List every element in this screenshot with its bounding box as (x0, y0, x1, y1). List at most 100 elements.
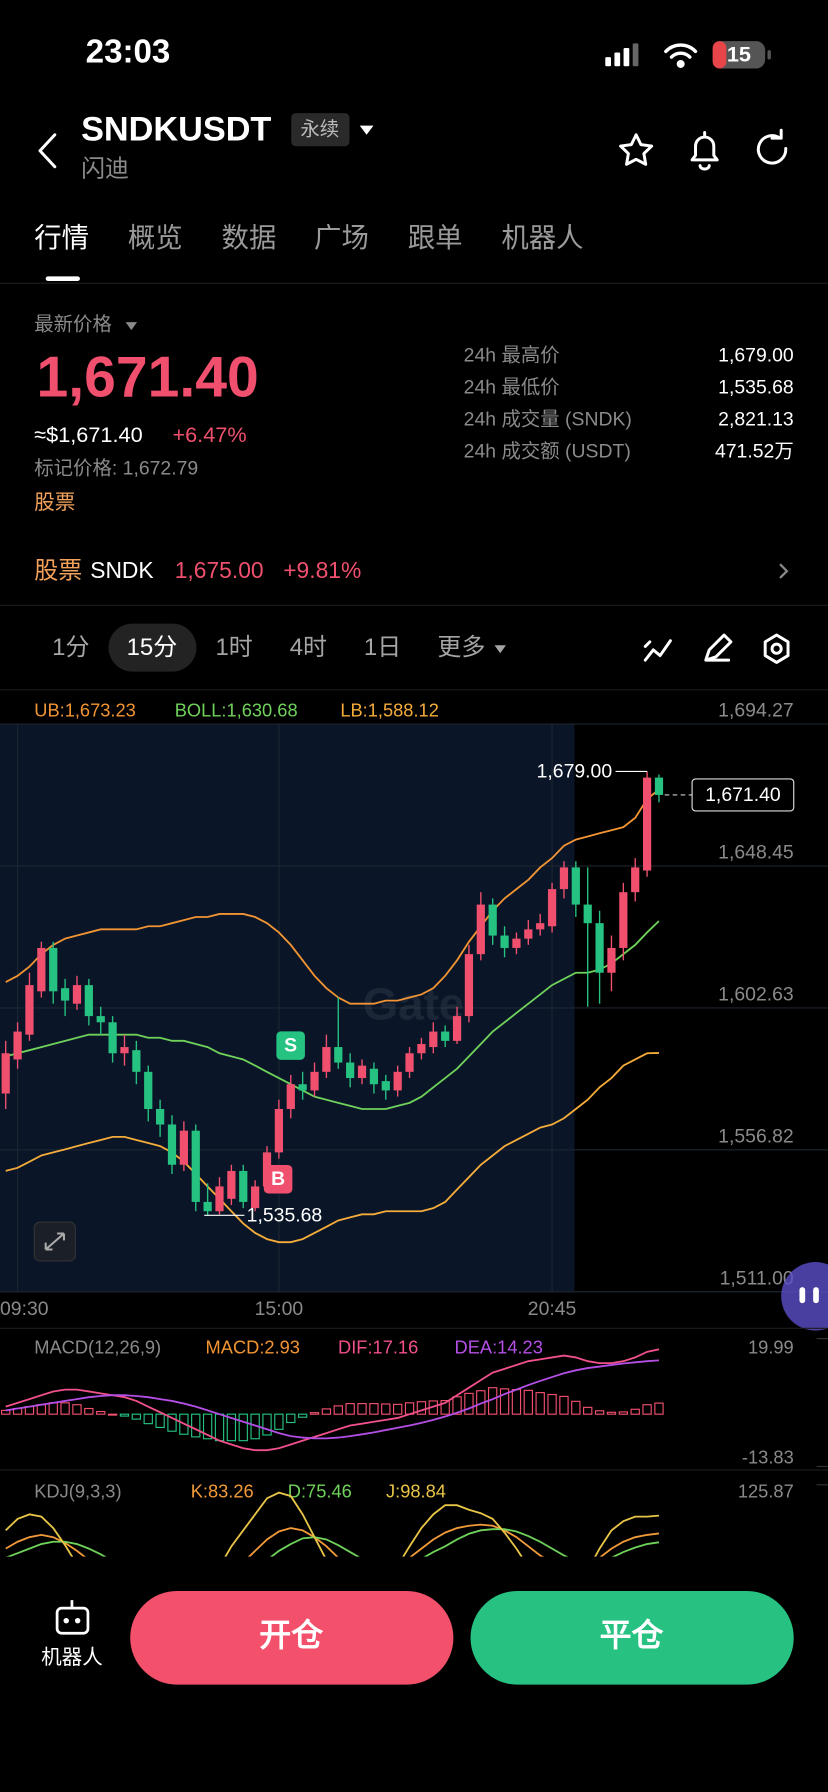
stat-label: 24h 最低价 (464, 376, 560, 398)
kdj-legend: J:98.84 (386, 1481, 446, 1502)
candle-body (500, 935, 509, 948)
macd-bar (226, 1413, 237, 1442)
robot-button[interactable]: 机器人 (41, 1600, 103, 1669)
open-button[interactable] (130, 1590, 454, 1685)
stock-change: +9.81% (283, 557, 361, 583)
macd-legend: DEA:14.23 (455, 1337, 543, 1358)
tab[interactable]: 跟单 (408, 222, 463, 253)
macd-bar (286, 1413, 296, 1424)
macd-bar (499, 1388, 510, 1415)
favorite-button[interactable] (619, 133, 654, 166)
interval[interactable]: 1日 (364, 634, 401, 661)
candle-body (13, 1031, 22, 1060)
usd-price: ≈$1,671.40 (34, 422, 142, 447)
macd-bar (392, 1403, 403, 1415)
macd-bar (416, 1401, 427, 1415)
macd-bar (440, 1399, 450, 1415)
candle-body (120, 1047, 129, 1054)
macd-bar (179, 1413, 189, 1435)
candle-body (96, 1016, 105, 1023)
candle-body (25, 985, 34, 1035)
macd-bar (535, 1392, 545, 1415)
y-tick-label: 1,694.27 (718, 700, 794, 722)
macd-bar (606, 1411, 617, 1415)
macd-bar (96, 1410, 106, 1415)
candle-body (381, 1081, 390, 1091)
candle-body (334, 1047, 343, 1063)
macd-bar (107, 1413, 118, 1416)
macd-bar (131, 1413, 142, 1420)
tab[interactable]: 机器人 (501, 222, 583, 253)
more-dropdown (494, 645, 506, 654)
interval[interactable]: 1时 (215, 634, 252, 661)
share-button[interactable] (756, 128, 788, 165)
stock-price: 1,675.00 (175, 557, 264, 583)
stat-value: 2,821.13 (718, 408, 794, 430)
candle-body (452, 1016, 462, 1041)
interval-active-bg (108, 623, 197, 672)
bubble-eye (799, 1287, 806, 1304)
indicator-button[interactable] (643, 639, 672, 662)
stat-value: 1,679.00 (718, 344, 794, 366)
candle-body (631, 867, 640, 893)
macd-legend: DIF:17.16 (338, 1337, 418, 1358)
interval[interactable]: 4时 (290, 634, 327, 661)
close-button-label: 平仓 (600, 1617, 665, 1653)
macd-bar (369, 1403, 379, 1415)
close-button[interactable] (470, 1590, 794, 1685)
tab[interactable]: 概览 (128, 222, 183, 253)
chevron (779, 563, 789, 579)
candle-body (310, 1071, 319, 1091)
candle-body (108, 1022, 117, 1054)
kdj-legend: D:75.46 (288, 1481, 352, 1502)
symbol: SNDKUSDT (81, 110, 271, 148)
stat-value: 471.52万 (715, 440, 794, 462)
candle-body (144, 1071, 153, 1110)
candle-body (607, 947, 616, 973)
interval-more[interactable]: 更多 (437, 634, 485, 661)
tab[interactable]: 行情 (34, 222, 89, 253)
tab[interactable]: 数据 (222, 222, 277, 253)
y-tick-label: 1,648.45 (718, 842, 794, 864)
candle-body (37, 947, 46, 992)
tab-bar: 行情 概览 数据 广场 跟单 机器人 (34, 222, 584, 281)
macd-bar (167, 1413, 177, 1432)
sell-mark: S (284, 1034, 297, 1056)
macd-title: MACD(12,26,9) (34, 1337, 161, 1358)
settings-button[interactable] (763, 633, 790, 664)
expand-button[interactable] (33, 1221, 76, 1262)
interval[interactable]: 1分 (52, 634, 89, 661)
macd-bar (262, 1413, 272, 1436)
candle-body (536, 923, 545, 930)
assistant-bubble[interactable] (781, 1262, 828, 1331)
macd-bar (155, 1413, 165, 1428)
stat-label: 24h 成交额 (USDT) (464, 440, 631, 462)
macd-bar (321, 1408, 332, 1415)
candle-body (405, 1053, 414, 1072)
macd-bar (143, 1413, 153, 1425)
indicator-label: LB:1,588.12 (340, 699, 439, 720)
candle-body (595, 923, 604, 973)
buy-mark-bg (263, 1164, 293, 1194)
candle-body (417, 1043, 426, 1054)
price-label[interactable]: 最新价格 (34, 314, 112, 336)
interval[interactable]: 15分 (127, 634, 178, 661)
signal-icon (605, 43, 639, 67)
battery-level: 15 (727, 42, 751, 67)
last-price-label: 1,671.40 (705, 784, 781, 806)
macd-bar (523, 1389, 534, 1415)
stock-row[interactable]: 股票 SNDK 1,675.00 +9.81% (34, 557, 789, 585)
back-button[interactable] (38, 133, 57, 169)
macd-bar (309, 1412, 320, 1415)
alert-button[interactable] (690, 131, 719, 171)
high-label: 1,679.00 (537, 761, 613, 783)
sell-mark-bg (276, 1031, 305, 1060)
kdj-line (5, 1523, 660, 1557)
candle-body (357, 1065, 367, 1079)
stock-tag: 股票 (34, 491, 75, 514)
tab[interactable]: 广场 (314, 222, 369, 253)
draw-button[interactable] (704, 633, 733, 662)
symbol-dropdown[interactable] (359, 125, 374, 135)
macd-bar (381, 1403, 391, 1415)
